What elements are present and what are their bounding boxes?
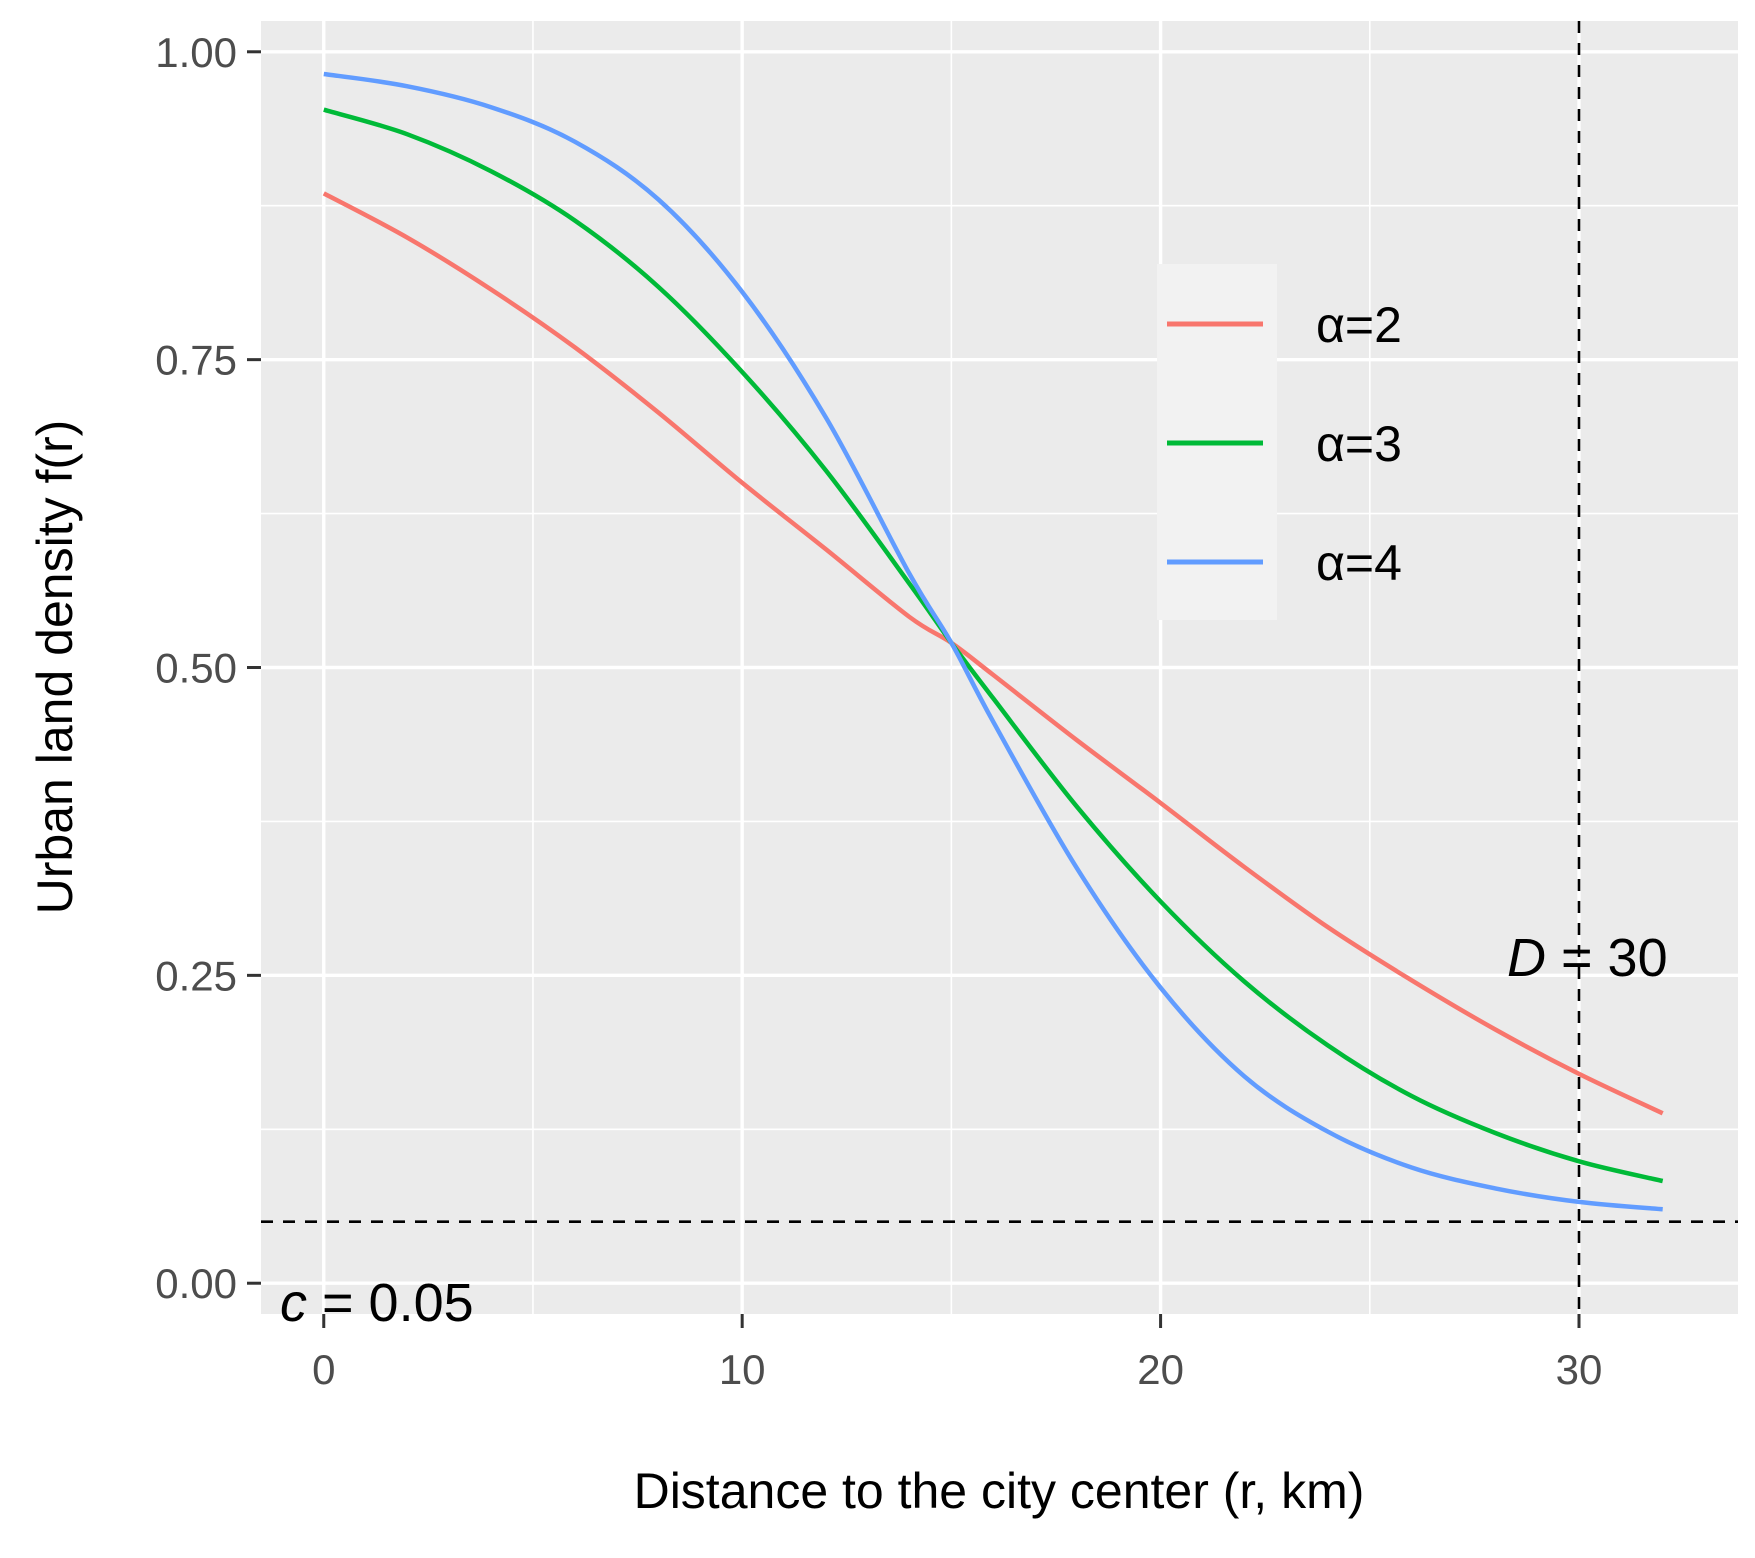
x-tick-label: 10	[719, 1346, 766, 1393]
series-line	[323, 107, 1664, 1184]
annotation-c-threshold: c = 0.05	[280, 1273, 474, 1333]
tick-labels: 0 10 20 30 0.00 0.25 0.50 0.75 1.00	[155, 29, 1602, 1393]
x-axis-title: Distance to the city center (r, km)	[634, 1463, 1365, 1519]
y-axis-title: Urban land density f(r)	[27, 420, 83, 915]
y-tick-label: 0.25	[155, 952, 237, 999]
y-tick-label: 0.00	[155, 1260, 237, 1307]
legend-label: α=3	[1316, 416, 1402, 472]
x-tick-label: 20	[1137, 1346, 1184, 1393]
y-tick-label: 1.00	[155, 29, 237, 76]
reference-lines	[261, 21, 1738, 1314]
annotations: c = 0.05 D = 30	[280, 928, 1668, 1333]
series-line	[322, 191, 1664, 1116]
legend: α=2 α=3 α=4	[1157, 264, 1402, 620]
annotation-d-boundary: D = 30	[1507, 928, 1668, 988]
series-line	[323, 71, 1663, 1212]
x-tick-label: 30	[1556, 1346, 1603, 1393]
legend-label: α=2	[1316, 297, 1402, 353]
x-tick-label: 0	[312, 1346, 335, 1393]
legend-label: α=4	[1316, 535, 1402, 591]
y-tick-label: 0.75	[155, 337, 237, 384]
series-lines	[322, 71, 1664, 1212]
axis-ticks	[247, 50, 1581, 1328]
y-tick-label: 0.50	[155, 645, 237, 692]
